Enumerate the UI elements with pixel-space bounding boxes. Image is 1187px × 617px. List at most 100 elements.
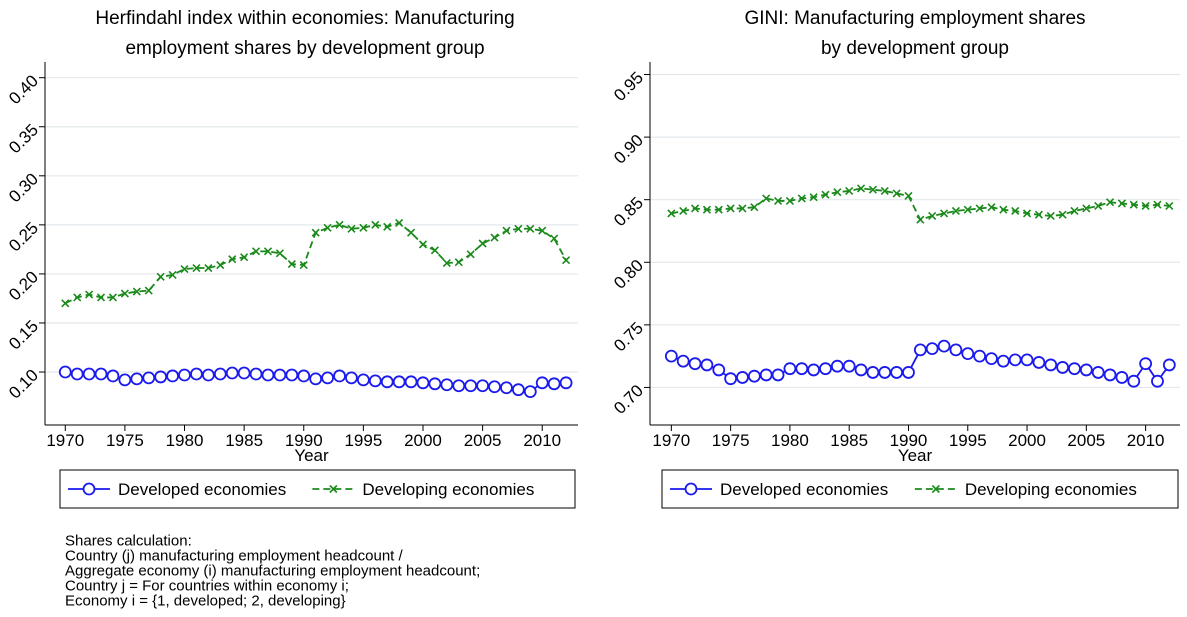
marker — [664, 349, 678, 363]
marker — [1129, 200, 1138, 209]
x-tick-label: 1970 — [652, 431, 690, 450]
y-tick-label: 0.40 — [5, 71, 42, 108]
x-tick-label: 1990 — [285, 431, 323, 450]
marker — [830, 359, 844, 373]
marker — [842, 359, 856, 373]
marker — [228, 255, 237, 264]
marker — [996, 354, 1010, 368]
x-tick-label: 1990 — [890, 431, 928, 450]
marker — [392, 375, 406, 389]
marker — [502, 226, 511, 235]
marker — [299, 261, 308, 270]
marker — [833, 188, 842, 197]
marker — [261, 368, 275, 382]
marker — [347, 224, 356, 233]
marker — [130, 372, 144, 386]
x-tick-label: 1985 — [225, 431, 263, 450]
marker — [795, 362, 809, 376]
marker — [562, 256, 571, 265]
marker — [192, 263, 201, 273]
marker — [323, 223, 332, 232]
marker — [406, 228, 416, 237]
x-axis-title: Year — [294, 446, 329, 465]
marker — [937, 339, 951, 353]
marker — [1127, 374, 1141, 388]
marker — [1103, 368, 1117, 382]
marker — [442, 259, 451, 268]
marker — [951, 206, 960, 216]
marker — [154, 370, 168, 384]
marker — [1044, 358, 1058, 372]
note: Country (j) manufacturing employment hea… — [65, 547, 404, 564]
x-tick-label: 1975 — [712, 431, 750, 450]
marker — [85, 290, 94, 299]
marker — [287, 260, 296, 269]
marker — [973, 349, 987, 363]
marker — [902, 366, 915, 379]
marker — [329, 484, 338, 494]
marker — [96, 293, 106, 302]
marker — [1034, 210, 1043, 219]
y-tick-label: 0.15 — [5, 317, 42, 354]
marker — [975, 204, 984, 213]
marker — [1094, 201, 1103, 211]
marker — [1079, 363, 1093, 377]
marker — [106, 369, 120, 383]
marker — [949, 343, 963, 357]
note: Country j = For countries within economy… — [65, 577, 349, 594]
x-axis-title: Year — [898, 446, 933, 465]
marker — [61, 299, 70, 308]
marker — [1068, 362, 1081, 376]
legend-label: Developing economies — [965, 480, 1137, 499]
marker — [216, 261, 225, 270]
marker — [309, 372, 323, 386]
marker — [335, 220, 344, 229]
marker — [383, 222, 392, 231]
marker — [702, 205, 711, 214]
marker — [430, 246, 439, 255]
marker — [845, 186, 854, 195]
marker — [240, 253, 249, 262]
marker — [1162, 358, 1176, 372]
marker — [500, 381, 513, 395]
marker — [380, 375, 394, 389]
y-tick-label: 0.75 — [610, 318, 647, 355]
marker — [1141, 201, 1150, 211]
x-tick-label: 1975 — [106, 431, 144, 450]
marker — [712, 363, 726, 377]
marker — [345, 371, 358, 385]
marker — [807, 363, 821, 377]
marker — [514, 224, 523, 233]
marker — [237, 366, 251, 380]
marker — [488, 380, 501, 394]
x-tick-label: 1980 — [166, 431, 204, 450]
marker — [783, 362, 797, 376]
marker — [928, 211, 937, 221]
marker — [464, 379, 478, 393]
marker — [1056, 361, 1070, 374]
marker — [690, 204, 700, 213]
marker — [819, 362, 832, 376]
marker — [368, 374, 382, 388]
marker — [667, 209, 676, 218]
series-line — [671, 187, 1170, 221]
marker — [73, 293, 82, 302]
marker — [1105, 198, 1115, 207]
marker — [550, 234, 559, 243]
marker — [738, 204, 747, 213]
marker — [82, 367, 96, 381]
marker — [454, 258, 463, 267]
marker — [263, 247, 273, 256]
marker — [1165, 201, 1174, 211]
marker — [931, 484, 940, 494]
marker — [178, 368, 191, 382]
y-tick-label: 0.10 — [5, 366, 42, 403]
x-tick-label: 1995 — [949, 431, 987, 450]
marker — [58, 365, 72, 379]
marker — [395, 218, 404, 227]
note: Shares calculation: — [65, 532, 192, 549]
marker — [82, 482, 96, 496]
marker — [356, 373, 370, 387]
marker — [1117, 199, 1126, 208]
